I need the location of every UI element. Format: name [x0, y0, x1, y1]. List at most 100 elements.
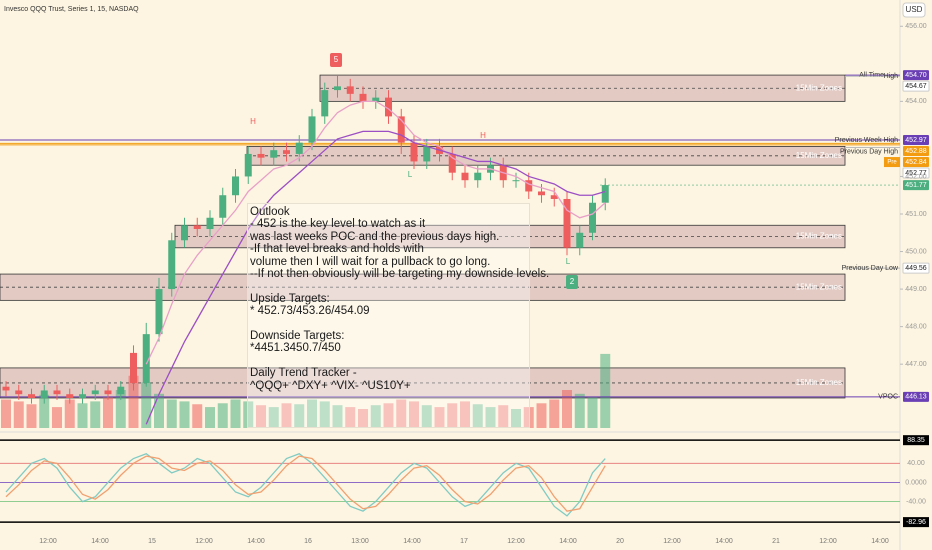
candle-body — [270, 150, 278, 158]
price-tag — [903, 180, 929, 191]
volume-bar — [409, 401, 419, 428]
x-tick-label: 12:00 — [39, 538, 57, 545]
candle-body — [410, 142, 418, 162]
note-group: Upside Targets: * 452.73/453.26/454.09 — [250, 293, 527, 318]
badge: Pre — [887, 160, 897, 166]
y-tick-label: 448.00 — [905, 323, 927, 330]
note-line: --If not then obviously will be targetin… — [250, 268, 550, 281]
candle-body — [206, 217, 214, 230]
x-tick-label: 14:00 — [559, 538, 577, 545]
x-tick-label: 12:00 — [195, 538, 213, 545]
candle-body — [372, 97, 380, 102]
volume-bar — [281, 403, 292, 428]
volume-bar — [77, 403, 88, 428]
price-tag-label: 454.70 — [905, 72, 927, 79]
volume-bar — [64, 399, 75, 428]
volume-bar — [358, 409, 368, 428]
x-tick-label: 12:00 — [819, 538, 837, 545]
badge-box — [884, 157, 900, 168]
volume-bar — [319, 401, 330, 428]
volume-bar — [345, 407, 356, 428]
zone-label: 15Min Zones — [796, 282, 842, 291]
volume-bar — [421, 405, 432, 428]
zone — [246, 146, 846, 166]
price-tag — [903, 391, 929, 402]
x-tick-label: 14:00 — [715, 538, 733, 545]
candle-body — [423, 146, 431, 162]
zone-label: 15Min Zones — [796, 232, 842, 241]
price-tag — [902, 80, 930, 92]
moving-average — [145, 100, 606, 365]
candle-body — [40, 390, 48, 398]
candle-body — [142, 334, 150, 383]
volume-bar — [485, 407, 496, 428]
candle-body — [550, 195, 558, 199]
volume-bar — [562, 390, 572, 428]
candle-body — [155, 289, 163, 335]
currency[interactable]: USD — [906, 5, 923, 14]
osc-tag — [903, 435, 929, 446]
volume-bar — [13, 401, 24, 428]
note-line: was last weeks POC and the previous days… — [250, 230, 500, 243]
volume-bar — [447, 403, 458, 428]
currency-box[interactable] — [902, 2, 926, 18]
x-tick-label: 14:00 — [247, 538, 265, 545]
zone-label: 15Min Zones — [796, 83, 842, 92]
osc-tick-label: -40.00 — [906, 498, 926, 505]
volume-bar — [26, 404, 37, 428]
candle-body — [512, 180, 520, 182]
y-tick-label: 454.00 — [905, 98, 927, 105]
x-tick-label: 14:00 — [91, 538, 109, 545]
candle-body — [117, 386, 125, 395]
volume-bar — [536, 403, 547, 428]
osc-tick-label: -82.96 — [906, 519, 926, 526]
marker: H — [250, 117, 256, 126]
candle-body — [168, 240, 176, 290]
candle-body — [193, 225, 201, 230]
candle-body — [576, 232, 584, 248]
volume-bar — [256, 405, 266, 428]
candle-body — [79, 394, 86, 398]
marker: L — [408, 170, 413, 179]
note-line: Outlook — [250, 206, 290, 218]
volume-bar — [141, 382, 152, 428]
candle-body — [295, 142, 303, 154]
x-tick-label: 12:00 — [507, 538, 525, 545]
note-line: Downside Targets: — [250, 330, 345, 343]
volume-bar — [383, 403, 394, 428]
note-group: Downside Targets: *4451.3450.7/450 — [250, 330, 527, 355]
x-tick-label: 14:00 — [871, 538, 889, 545]
candle-body — [359, 93, 367, 102]
marker: H — [480, 131, 486, 140]
marker: 2 — [570, 277, 575, 286]
note-group: Outlook - 452 is the key level to watch … — [250, 206, 550, 281]
note-line: volume then I will wait for a pullback t… — [250, 255, 491, 268]
price-tag — [903, 135, 929, 146]
volume-bar — [511, 409, 521, 428]
candle-body — [91, 390, 99, 395]
candle-body — [66, 394, 74, 398]
price-tag — [902, 167, 930, 179]
candle-body — [257, 153, 265, 158]
volume-bar — [179, 401, 190, 428]
chart-title: Invesco QQQ Trust, Series 1, 15, NASDAQ — [4, 6, 139, 13]
candle-body — [461, 172, 469, 181]
level-name: VPOC — [878, 394, 898, 401]
note-box: Outlook - 452 is the key level to watch … — [247, 203, 550, 428]
note-group: Daily Trend Tracker - ^QQQ+ ^DXY+ ^VIX- ^… — [250, 367, 527, 392]
volume-bar — [307, 399, 317, 428]
osc-tick-label: 0.0000 — [905, 479, 927, 486]
volume-bar — [294, 404, 305, 428]
volume-bar — [1, 399, 11, 428]
volume-bar — [472, 404, 483, 428]
volume-bar — [523, 407, 534, 428]
candle-body — [53, 390, 61, 395]
y-tick-label: 447.00 — [905, 361, 927, 368]
volume-bar — [230, 399, 241, 428]
volume-bar — [39, 394, 50, 428]
volume-bar — [460, 401, 470, 428]
y-tick-label: 449.00 — [905, 286, 927, 293]
volume-bar — [103, 397, 113, 428]
candle-body — [525, 180, 533, 192]
